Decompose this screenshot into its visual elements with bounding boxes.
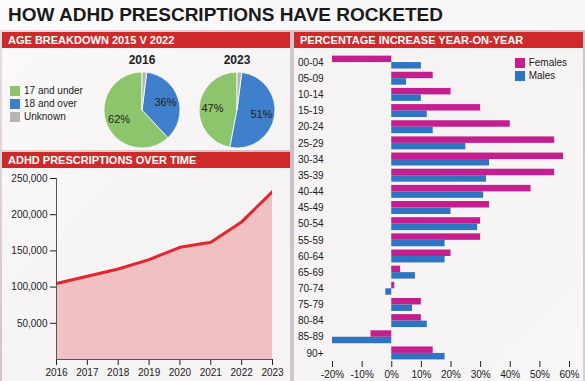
html-text:HOW ADHD PRESCRIPTIONS HAVE RO: HOW ADHD PRESCRIPTIONS HAVE ROCKETED [8,4,443,25]
svg-text:-20%: -20% [321,369,344,380]
svg-text:47%: 47% [201,102,223,114]
svg-text:70-74: 70-74 [298,283,324,294]
svg-text:250,000: 250,000 [11,173,48,184]
svg-text:35-39: 35-39 [298,170,324,181]
svg-text:30%: 30% [471,369,491,380]
svg-text:20-24: 20-24 [298,121,324,132]
svg-text:90+: 90+ [307,348,324,359]
svg-text:2021: 2021 [200,367,223,378]
html-text:PERCENTAGE INCREASE YEAR-ON-YE: PERCENTAGE INCREASE YEAR-ON-YEAR [300,34,524,46]
svg-text:55-59: 55-59 [298,235,324,246]
svg-text:2023: 2023 [224,53,251,67]
svg-text:2023: 2023 [261,367,284,378]
svg-text:80-84: 80-84 [298,315,324,326]
svg-text:2017: 2017 [76,367,99,378]
svg-text:40-44: 40-44 [298,186,324,197]
svg-text:60%: 60% [559,369,579,380]
html-text:AGE BREAKDOWN 2015 V 2022: AGE BREAKDOWN 2015 V 2022 [8,34,175,46]
svg-text:2022: 2022 [231,367,254,378]
svg-text:200,000: 200,000 [11,209,48,220]
svg-text:51%: 51% [250,108,272,120]
svg-text:30-34: 30-34 [298,154,324,165]
svg-text:85-89: 85-89 [298,331,324,342]
svg-text:65-69: 65-69 [298,267,324,278]
svg-text:75-79: 75-79 [298,299,324,310]
svg-text:60-64: 60-64 [298,251,324,262]
svg-text:15-19: 15-19 [298,105,324,116]
svg-text:150,000: 150,000 [11,245,48,256]
svg-text:10%: 10% [411,369,431,380]
svg-text:40%: 40% [500,369,520,380]
svg-text:10-14: 10-14 [298,89,324,100]
svg-text:2019: 2019 [138,367,161,378]
html-text:17 and under: 17 and under [24,85,83,96]
svg-text:62%: 62% [108,113,130,125]
svg-text:2016: 2016 [129,53,156,67]
svg-text:45-49: 45-49 [298,202,324,213]
html-text:Males: Males [528,70,556,81]
svg-text:36%: 36% [154,96,176,108]
svg-text:50-54: 50-54 [298,218,324,229]
svg-text:20%: 20% [441,369,461,380]
svg-text:00-04: 00-04 [298,57,324,68]
svg-text:2018: 2018 [107,367,130,378]
svg-text:50%: 50% [530,369,550,380]
svg-text:50,000: 50,000 [17,318,48,329]
html-text:ADHD PRESCRIPTIONS OVER TIME: ADHD PRESCRIPTIONS OVER TIME [8,154,197,166]
svg-text:2016: 2016 [45,367,68,378]
html-text:Females: Females [528,57,567,68]
svg-text:-10%: -10% [350,369,373,380]
svg-text:0%: 0% [385,369,400,380]
html-text:18 and over: 18 and over [24,98,77,109]
svg-text:05-09: 05-09 [298,73,324,84]
svg-text:2020: 2020 [169,367,192,378]
svg-text:100,000: 100,000 [11,281,48,292]
svg-text:25-29: 25-29 [298,138,324,149]
html-text:Unknown: Unknown [24,111,66,122]
